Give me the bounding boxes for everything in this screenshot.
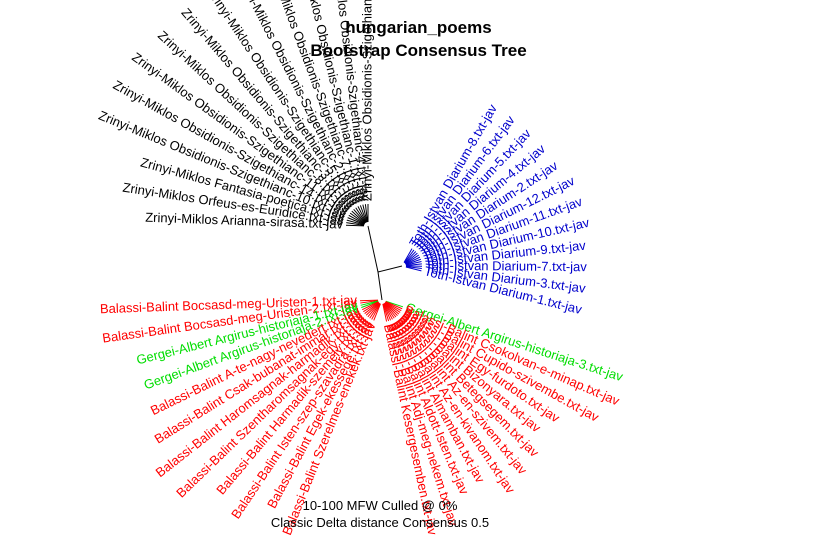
balassi-right-branch bbox=[382, 303, 390, 322]
toth-branch bbox=[405, 266, 422, 272]
zrinyi-branch bbox=[362, 204, 368, 223]
balassi-left-branch bbox=[359, 299, 379, 302]
zrinyi-branch bbox=[349, 212, 366, 225]
toth-branch bbox=[405, 263, 422, 267]
balassi-right-branch bbox=[385, 301, 402, 312]
balassi-left-branch bbox=[371, 303, 381, 320]
balassi-right-branch bbox=[383, 303, 393, 320]
footer-method: Classic Delta distance Consensus 0.5 bbox=[270, 515, 490, 530]
toth-branch bbox=[405, 266, 422, 270]
toth-branch bbox=[404, 252, 418, 264]
balassi-left-branch bbox=[360, 300, 379, 306]
zrinyi-branch bbox=[355, 207, 367, 223]
zrinyi-branch bbox=[351, 210, 366, 224]
balassi-right-branch bbox=[383, 303, 395, 319]
balassi-right-branch bbox=[385, 301, 403, 310]
zrinyi-branch bbox=[346, 219, 365, 226]
zrinyi-branch bbox=[359, 205, 368, 223]
balassi-left-branch bbox=[361, 300, 379, 308]
toth-branch bbox=[405, 258, 422, 266]
balassi-left-branch bbox=[360, 300, 379, 304]
trunk-branch bbox=[367, 225, 379, 273]
balassi-left-branch bbox=[369, 303, 381, 319]
balassi-right-branch bbox=[384, 302, 398, 316]
balassi-right-branch bbox=[382, 303, 388, 322]
toth-branch bbox=[405, 256, 421, 265]
toth-branch bbox=[405, 261, 422, 266]
balassi-right-branch bbox=[384, 302, 400, 315]
zrinyi-branch bbox=[353, 208, 366, 224]
toth-branch bbox=[405, 254, 420, 265]
balassi-left-branch bbox=[363, 301, 379, 313]
balassi-left-branch bbox=[367, 302, 380, 318]
balassi-right-branch bbox=[383, 303, 392, 321]
trunk-branch bbox=[377, 271, 383, 301]
toth-label: Toth-Istvan Diarium-7.txt-jav bbox=[425, 258, 587, 275]
plot-title: hungarian_poems bbox=[345, 18, 492, 37]
toth-branch bbox=[404, 251, 417, 264]
zrinyi-branch bbox=[348, 214, 365, 225]
balassi-left-branch bbox=[373, 303, 381, 321]
zrinyi-label: Zrinyi-Miklos Obsidionis-Szigethianc-6.t… bbox=[359, 0, 374, 201]
toth-branch bbox=[403, 248, 413, 263]
toth-branch bbox=[403, 249, 415, 264]
balassi-right-branch bbox=[385, 300, 404, 308]
zrinyi-label: Zrinyi-Miklos Arianna-sirasa.txt-jav bbox=[145, 210, 344, 232]
zrinyi-branch bbox=[346, 222, 365, 226]
footer-mfw: 10-100 MFW Culled @ 0% bbox=[302, 498, 458, 513]
balassi-right-branch bbox=[385, 301, 401, 313]
zrinyi-branch bbox=[347, 217, 365, 225]
zrinyi-branch bbox=[364, 204, 369, 223]
balassi-left-branch bbox=[362, 301, 379, 311]
trunk-branch bbox=[377, 265, 403, 273]
balassi-left-branch bbox=[365, 302, 380, 316]
balassi-left-branch bbox=[364, 302, 380, 314]
balassi-right-branch bbox=[384, 302, 397, 318]
plot-subtitle: Bootstrap Consensus Tree bbox=[310, 41, 527, 60]
zrinyi-branch bbox=[357, 206, 367, 223]
zrinyi-branch bbox=[345, 224, 365, 227]
